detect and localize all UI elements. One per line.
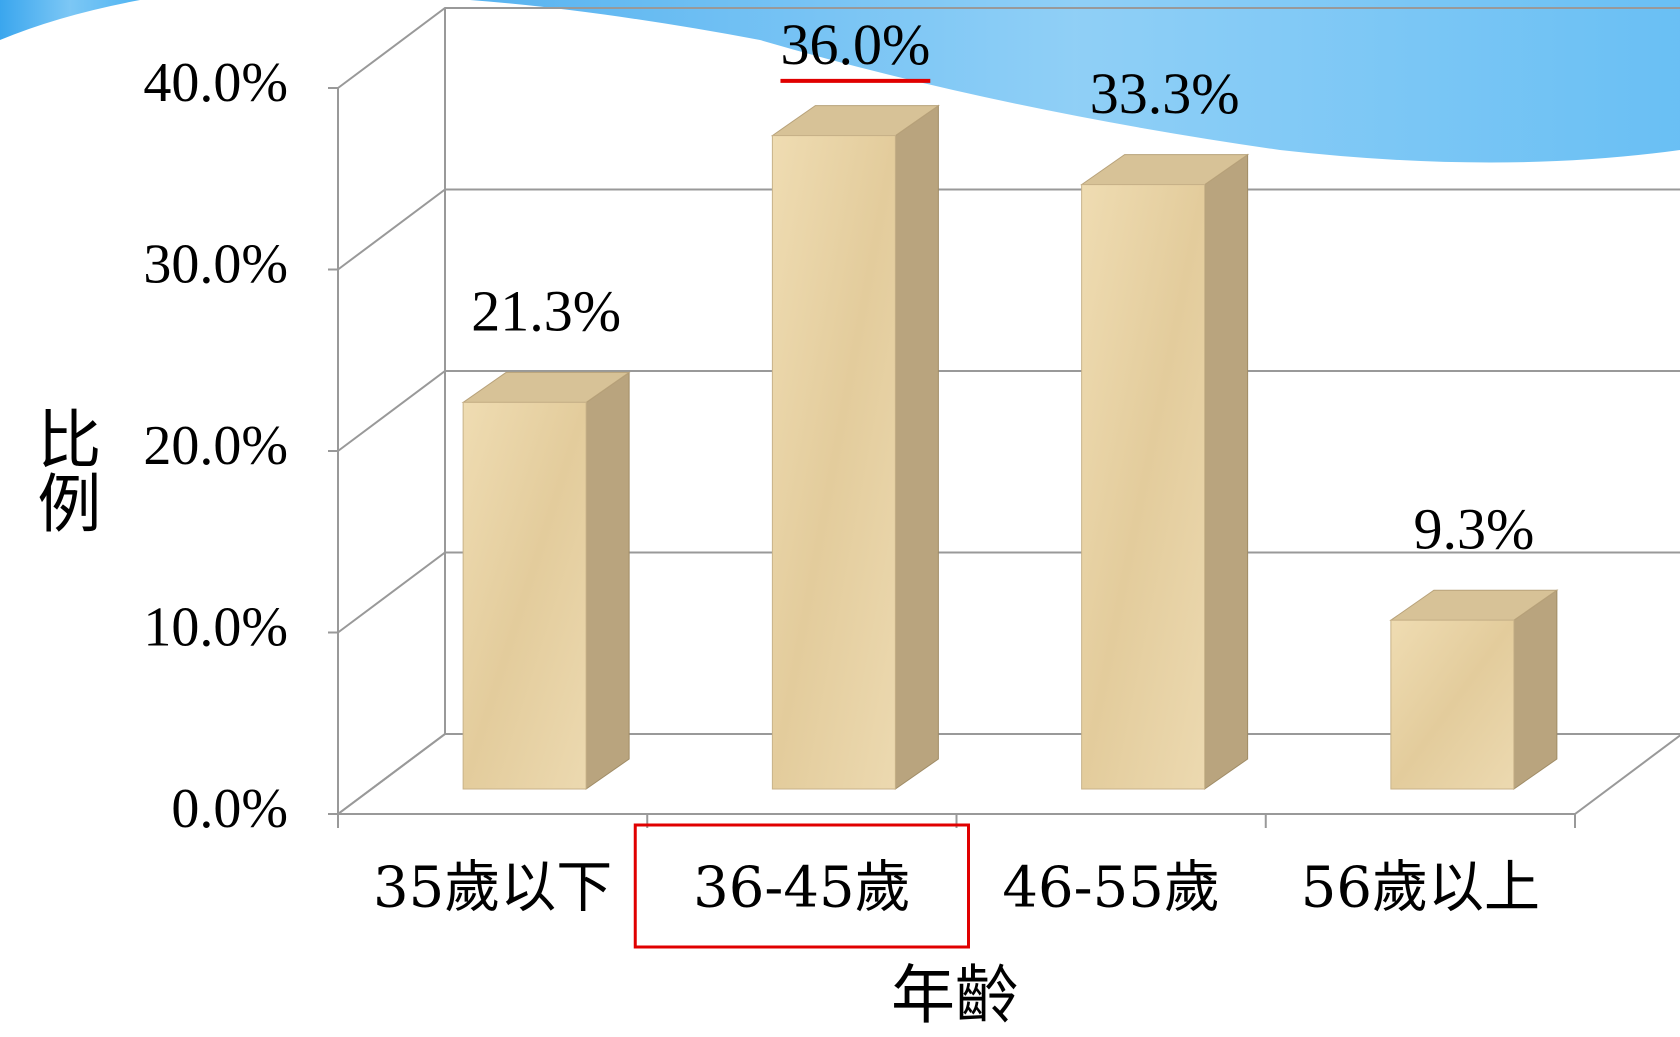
- bar-side: [1204, 153, 1249, 790]
- y-tick-label: 0.0%: [171, 778, 288, 840]
- bar-side: [585, 371, 630, 790]
- bar: [1390, 619, 1515, 790]
- y-tick-label: 20.0%: [143, 415, 288, 477]
- bar: [771, 135, 896, 790]
- value-label: 36.0%: [780, 12, 930, 77]
- bar-side: [894, 104, 939, 790]
- x-tick-label: 56歲以上: [1301, 856, 1540, 921]
- bar: [1081, 184, 1206, 790]
- x-tick-label: 36-45歲: [693, 856, 910, 921]
- x-axis-title: 年齡: [891, 960, 1019, 1034]
- bar-side: [1513, 589, 1558, 790]
- plot: 0.0% 10.0% 20.0% 30.0% 40.0% 21.3% 35歲以下 36.0% 3…: [143, 7, 1680, 949]
- grid-line: [337, 188, 1680, 271]
- grid-line: [337, 7, 1680, 89]
- highlight-box: [633, 823, 970, 949]
- y-tick-label: 10.0%: [143, 596, 288, 658]
- grid-line: [337, 733, 1680, 815]
- grid-line: [337, 551, 1680, 634]
- bar: [462, 401, 587, 790]
- decor-wave-left: [0, 0, 140, 40]
- y-axis-title: 比例: [26, 406, 100, 534]
- y-tick-label: 40.0%: [143, 52, 288, 114]
- grid-line: [337, 370, 1680, 452]
- x-tick-label: 46-55歲: [1002, 856, 1219, 921]
- value-label: 9.3%: [1413, 497, 1534, 562]
- x-tick-label: 35歲以下: [373, 856, 612, 921]
- decor-wave: [470, 0, 1680, 163]
- value-label: 21.3%: [471, 279, 621, 344]
- value-label: 33.3%: [1090, 61, 1240, 126]
- y-tick-label: 30.0%: [143, 233, 288, 295]
